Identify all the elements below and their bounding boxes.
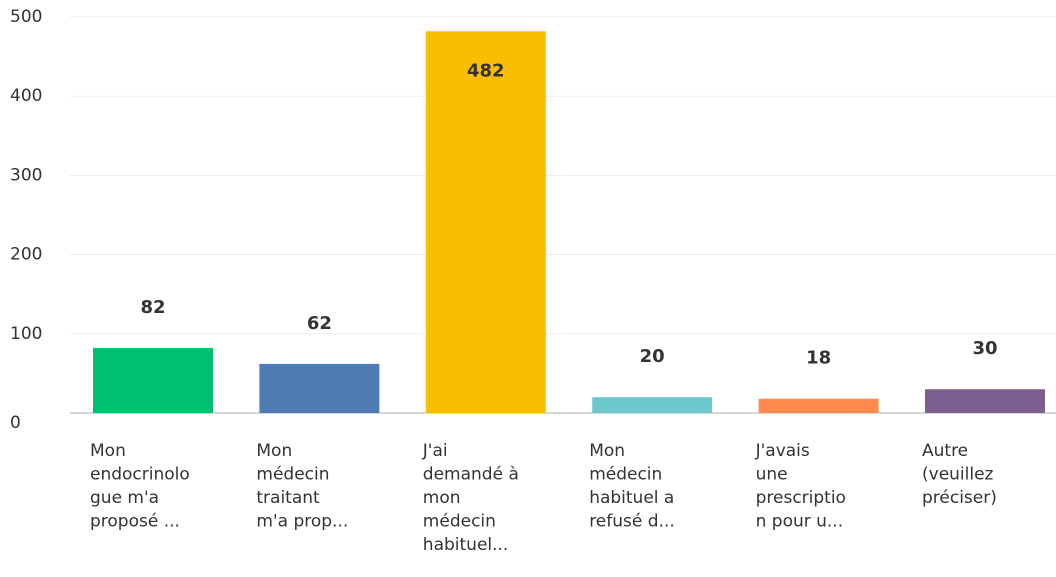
bar [592, 397, 713, 413]
x-tick-label: médecin [256, 465, 329, 485]
y-tick-label: 100 [10, 324, 42, 344]
value-label: 482 [467, 60, 505, 81]
x-tick-label: prescriptio [756, 488, 846, 508]
bar [425, 31, 546, 413]
x-tick-label: endocrinolo [90, 465, 190, 485]
x-tick-label: refusé d... [589, 512, 675, 532]
x-tick-label: n pour u... [756, 512, 844, 532]
x-tick-label: traitant [256, 488, 320, 508]
value-label: 62 [307, 313, 332, 334]
x-tick-label: (veuillez [922, 465, 994, 485]
x-tick-label: gue m'a [90, 488, 159, 508]
bar [259, 363, 380, 413]
x-tick-label: préciser) [922, 488, 997, 508]
x-tick-label: proposé ... [90, 512, 180, 532]
x-tick-label: habituel... [423, 535, 509, 555]
bar [925, 389, 1045, 413]
y-tick-label: 0 [10, 413, 21, 433]
x-tick-label: mon [423, 488, 461, 508]
x-tick-label: Mon [589, 441, 625, 461]
x-tick-label: J'avais [755, 441, 810, 461]
x-tick-label: Autre [922, 441, 968, 461]
bar [758, 398, 879, 413]
x-tick-label: Mon [90, 441, 126, 461]
y-tick-label: 200 [10, 245, 42, 265]
x-tick-label: m'a prop... [256, 512, 348, 532]
value-label: 18 [806, 348, 831, 369]
value-label: 30 [972, 338, 997, 359]
x-tick-label: médecin [589, 465, 662, 485]
x-tick-label: médecin [423, 512, 496, 532]
y-tick-label: 400 [10, 86, 42, 106]
value-label: 82 [140, 297, 165, 318]
x-tick-label: J'ai [422, 441, 448, 461]
x-tick-label: une [756, 465, 788, 485]
x-tick-label: habituel a [589, 488, 674, 508]
value-label: 20 [640, 346, 665, 367]
y-tick-label: 300 [10, 165, 42, 185]
x-tick-label: Mon [256, 441, 292, 461]
bar [93, 348, 213, 413]
x-tick-label: demandé à [423, 465, 519, 485]
y-tick-label: 500 [10, 7, 42, 27]
